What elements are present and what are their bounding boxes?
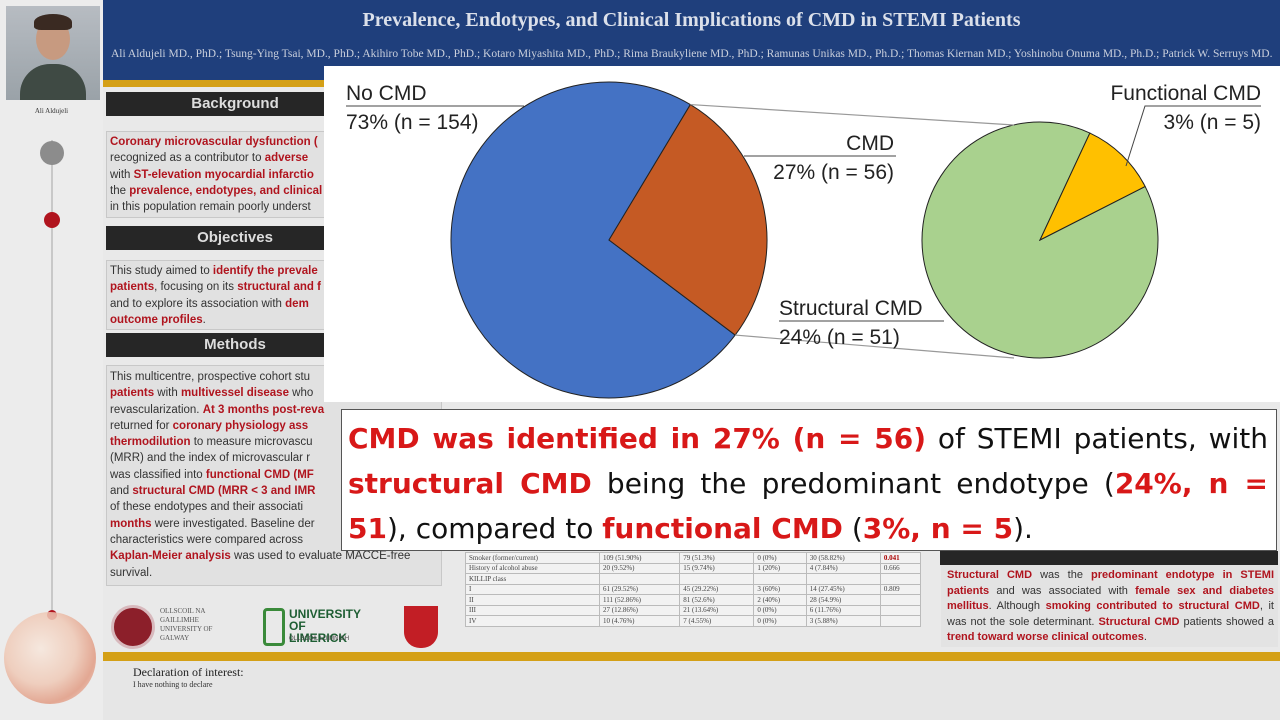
table-cell (879, 615, 922, 627)
table-cell: 61 (29.52%) (599, 583, 681, 595)
table-row: IV 10 (4.76%) 7 (4.55%) 0 (0%) 3 (5.88%) (464, 615, 922, 627)
table-row: History of alcohol abuse 20 (9.52%) 15 (9.… (464, 562, 922, 574)
table-cell: 111 (52.86%) (599, 594, 681, 606)
table-cell: IV (464, 615, 601, 627)
table-cell: 20 (9.52%) (599, 562, 681, 574)
table-cell: KILLIP class (464, 573, 601, 585)
slice-value-no-cmd: 73% (n = 154) (346, 111, 479, 134)
presenter-name: Ali Aldujeli (34, 107, 69, 115)
table-cell: III (464, 604, 601, 616)
objectives-text: This study aimed to identify the prevale… (110, 265, 321, 326)
conclusion-text: Structural CMD was the predominant endot… (941, 565, 1278, 647)
table-cell: 0.666 (879, 562, 922, 574)
cmd-pie-chart-figure: No CMD 73% (n = 154) CMD 27% (n = 56) Functi… (324, 66, 1280, 402)
university-of-galway-logo (111, 605, 155, 649)
timeline-track (51, 140, 53, 620)
table-cell: 27 (12.86%) (599, 604, 681, 616)
table-cell: 0.041 (879, 552, 922, 564)
decorative-globe-image (4, 612, 96, 704)
university-of-limerick-logo (263, 608, 285, 646)
table-cell: 109 (51.90%) (599, 552, 681, 564)
pie-slice-no-cmd (450, 81, 736, 399)
table-cell: 30 (58.82%) (805, 552, 881, 564)
table-cell: 6 (11.76%) (805, 604, 881, 616)
slice-label-functional-cmd: Functional CMD (1110, 82, 1261, 105)
table-row: III 27 (12.86%) 21 (13.64%) 0 (0%) 6 (11.76%… (464, 604, 922, 616)
pie-slice-cmd (608, 103, 768, 336)
table-row: Smoker (former/current) 109 (51.90%) 79 (5… (464, 552, 922, 564)
footer-panel (103, 661, 1280, 720)
table-cell: 7 (4.55%) (679, 615, 755, 627)
table-row: I 61 (29.52%) 45 (29.22%) 3 (60%) 14 (27.45%… (464, 583, 922, 595)
limerick-logo-subtext: OLLSCOIL LUIMNIGH (289, 636, 350, 642)
connector-line-bottom (735, 334, 1015, 359)
timeline-marker[interactable] (40, 141, 64, 165)
connector-line-top (690, 103, 1015, 126)
table-row: II 111 (52.86%) 81 (52.6%) 2 (40%) 28 (54.9%… (464, 594, 922, 606)
slice-label-cmd: CMD (846, 132, 894, 155)
table-cell: 0 (0%) (753, 552, 807, 564)
functional-leader-line (1125, 105, 1261, 167)
table-cell (599, 573, 681, 585)
slice-value-functional-cmd: 3% (n = 5) (1164, 111, 1261, 134)
table-cell: 3 (60%) (753, 583, 807, 595)
table-cell: I (464, 583, 601, 595)
table-cell: 21 (13.64%) (679, 604, 755, 616)
table-cell: II (464, 594, 601, 606)
table-cell (879, 594, 922, 606)
declaration-text: I have nothing to declare (133, 680, 213, 689)
poster-title: Prevalence, Endotypes, and Clinical Impl… (362, 9, 1021, 31)
table-cell: 14 (27.45%) (805, 583, 881, 595)
table-row: KILLIP class (464, 573, 922, 585)
table-cell: Smoker (former/current) (464, 552, 601, 564)
table-cell: 3 (5.88%) (805, 615, 881, 627)
table-cell: 0 (0%) (753, 604, 807, 616)
figure-caption: CMD was identified in 27% (n = 56) of ST… (341, 409, 1277, 551)
baseline-characteristics-table: Smoker (former/current) 109 (51.90%) 79 (5… (464, 552, 922, 627)
timeline-marker-active[interactable] (44, 212, 60, 228)
background-header: Background (106, 92, 324, 116)
table-cell: 45 (29.22%) (679, 583, 755, 595)
table-cell: 0 (0%) (753, 615, 807, 627)
background-text: Coronary microvascular dysfunction ( rec… (110, 136, 323, 214)
table-cell (879, 604, 922, 616)
pie-slice-functional-cmd (1038, 132, 1146, 242)
slice-value-cmd: 27% (n = 56) (773, 161, 894, 184)
table-cell: 2 (40%) (753, 594, 807, 606)
table-cell (753, 573, 807, 585)
table-cell (805, 573, 881, 585)
table-cell: History of alcohol abuse (464, 562, 601, 574)
table-cell: 81 (52.6%) (679, 594, 755, 606)
limerick-logo-text: UNIVERSITY OF LIMERICK (289, 607, 361, 645)
table-cell: 28 (54.9%) (805, 594, 881, 606)
table-cell (679, 573, 755, 585)
table-cell: 15 (9.74%) (679, 562, 755, 574)
objectives-header: Objectives (106, 226, 324, 250)
table-cell: 10 (4.76%) (599, 615, 681, 627)
table-cell: 4 (7.84%) (805, 562, 881, 574)
slice-label-no-cmd: No CMD (346, 82, 427, 105)
methods-text: This multicentre, prospective cohort stu… (110, 371, 411, 579)
pie-chart-svg: No CMD 73% (n = 154) CMD 27% (n = 56) Functi… (346, 81, 1261, 399)
declaration-title: Declaration of interest: (133, 665, 244, 679)
slice-label-structural-cmd: Structural CMD (779, 297, 923, 320)
footer-divider (103, 652, 1280, 661)
presenter-photo (6, 6, 100, 100)
conclusion-header (940, 551, 1278, 565)
hospital-shield-logo (404, 606, 438, 648)
table-cell (879, 573, 922, 585)
author-list: Ali Aldujeli MD., PhD.; Tsung-Ying Tsai,… (111, 48, 1272, 60)
methods-header: Methods (106, 333, 324, 357)
slice-value-structural-cmd: 24% (n = 51) (779, 326, 900, 349)
galway-logo-text: OLLSCOIL NA GAILLIMHE UNIVERSITY OF GALW… (160, 607, 213, 642)
table-cell: 1 (20%) (753, 562, 807, 574)
table-cell: 79 (51.3%) (679, 552, 755, 564)
table-cell: 0.809 (879, 583, 922, 595)
